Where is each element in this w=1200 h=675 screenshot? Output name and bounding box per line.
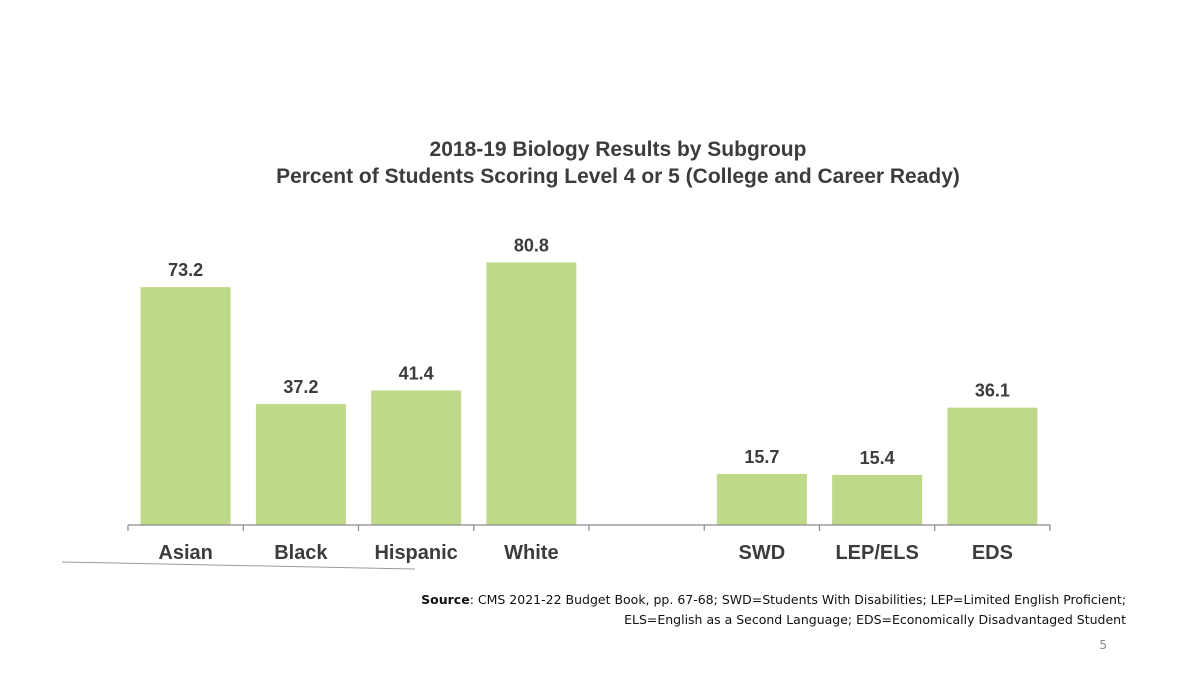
source-line-1: Source: CMS 2021-22 Budget Book, pp. 67-… <box>421 590 1126 610</box>
bar-asian <box>140 287 231 525</box>
data-label-black: 37.2 <box>283 377 318 397</box>
source-label: Source <box>421 592 470 607</box>
category-label-black: Black <box>274 542 328 564</box>
category-label-hispanic: Hispanic <box>374 542 457 564</box>
category-label-white: White <box>504 542 558 564</box>
category-label-asian: Asian <box>158 542 212 564</box>
data-label-white: 80.8 <box>514 235 549 255</box>
chart-subtitle: Percent of Students Scoring Level 4 or 5… <box>276 165 960 188</box>
page-number: 5 <box>1099 638 1107 652</box>
source-note: Source: CMS 2021-22 Budget Book, pp. 67-… <box>421 590 1126 630</box>
data-label-hispanic: 41.4 <box>399 363 434 383</box>
category-label-swd: SWD <box>739 542 786 564</box>
bar-swd <box>716 473 807 525</box>
bar-hispanic <box>371 390 462 525</box>
bar-white <box>486 262 577 525</box>
bar-eds <box>947 407 1038 525</box>
data-label-swd: 15.7 <box>744 447 779 467</box>
category-label-eds: EDS <box>972 542 1013 564</box>
x-axis: Asian Black Hispanic White SWD LEP/ELS EDS <box>127 524 1051 564</box>
data-label-asian: 73.2 <box>168 260 203 280</box>
bar-black <box>255 404 346 525</box>
data-label-eds: 36.1 <box>975 381 1010 401</box>
bar-lep-els <box>832 474 923 525</box>
bars-layer: 73.2 37.2 41.4 80.8 15.7 15.4 36.1 <box>140 235 1038 525</box>
source-text-1: : CMS 2021-22 Budget Book, pp. 67-68; SW… <box>469 592 1126 607</box>
data-label-lep-els: 15.4 <box>860 448 895 468</box>
category-label-lep-els: LEP/ELS <box>835 542 918 564</box>
chart-title-block: 2018-19 Biology Results by Subgroup Perc… <box>0 136 1200 190</box>
source-line-2: ELS=English as a Second Language; EDS=Ec… <box>624 612 1126 627</box>
chart-title: 2018-19 Biology Results by Subgroup <box>429 138 807 161</box>
page-rule <box>61 561 416 570</box>
